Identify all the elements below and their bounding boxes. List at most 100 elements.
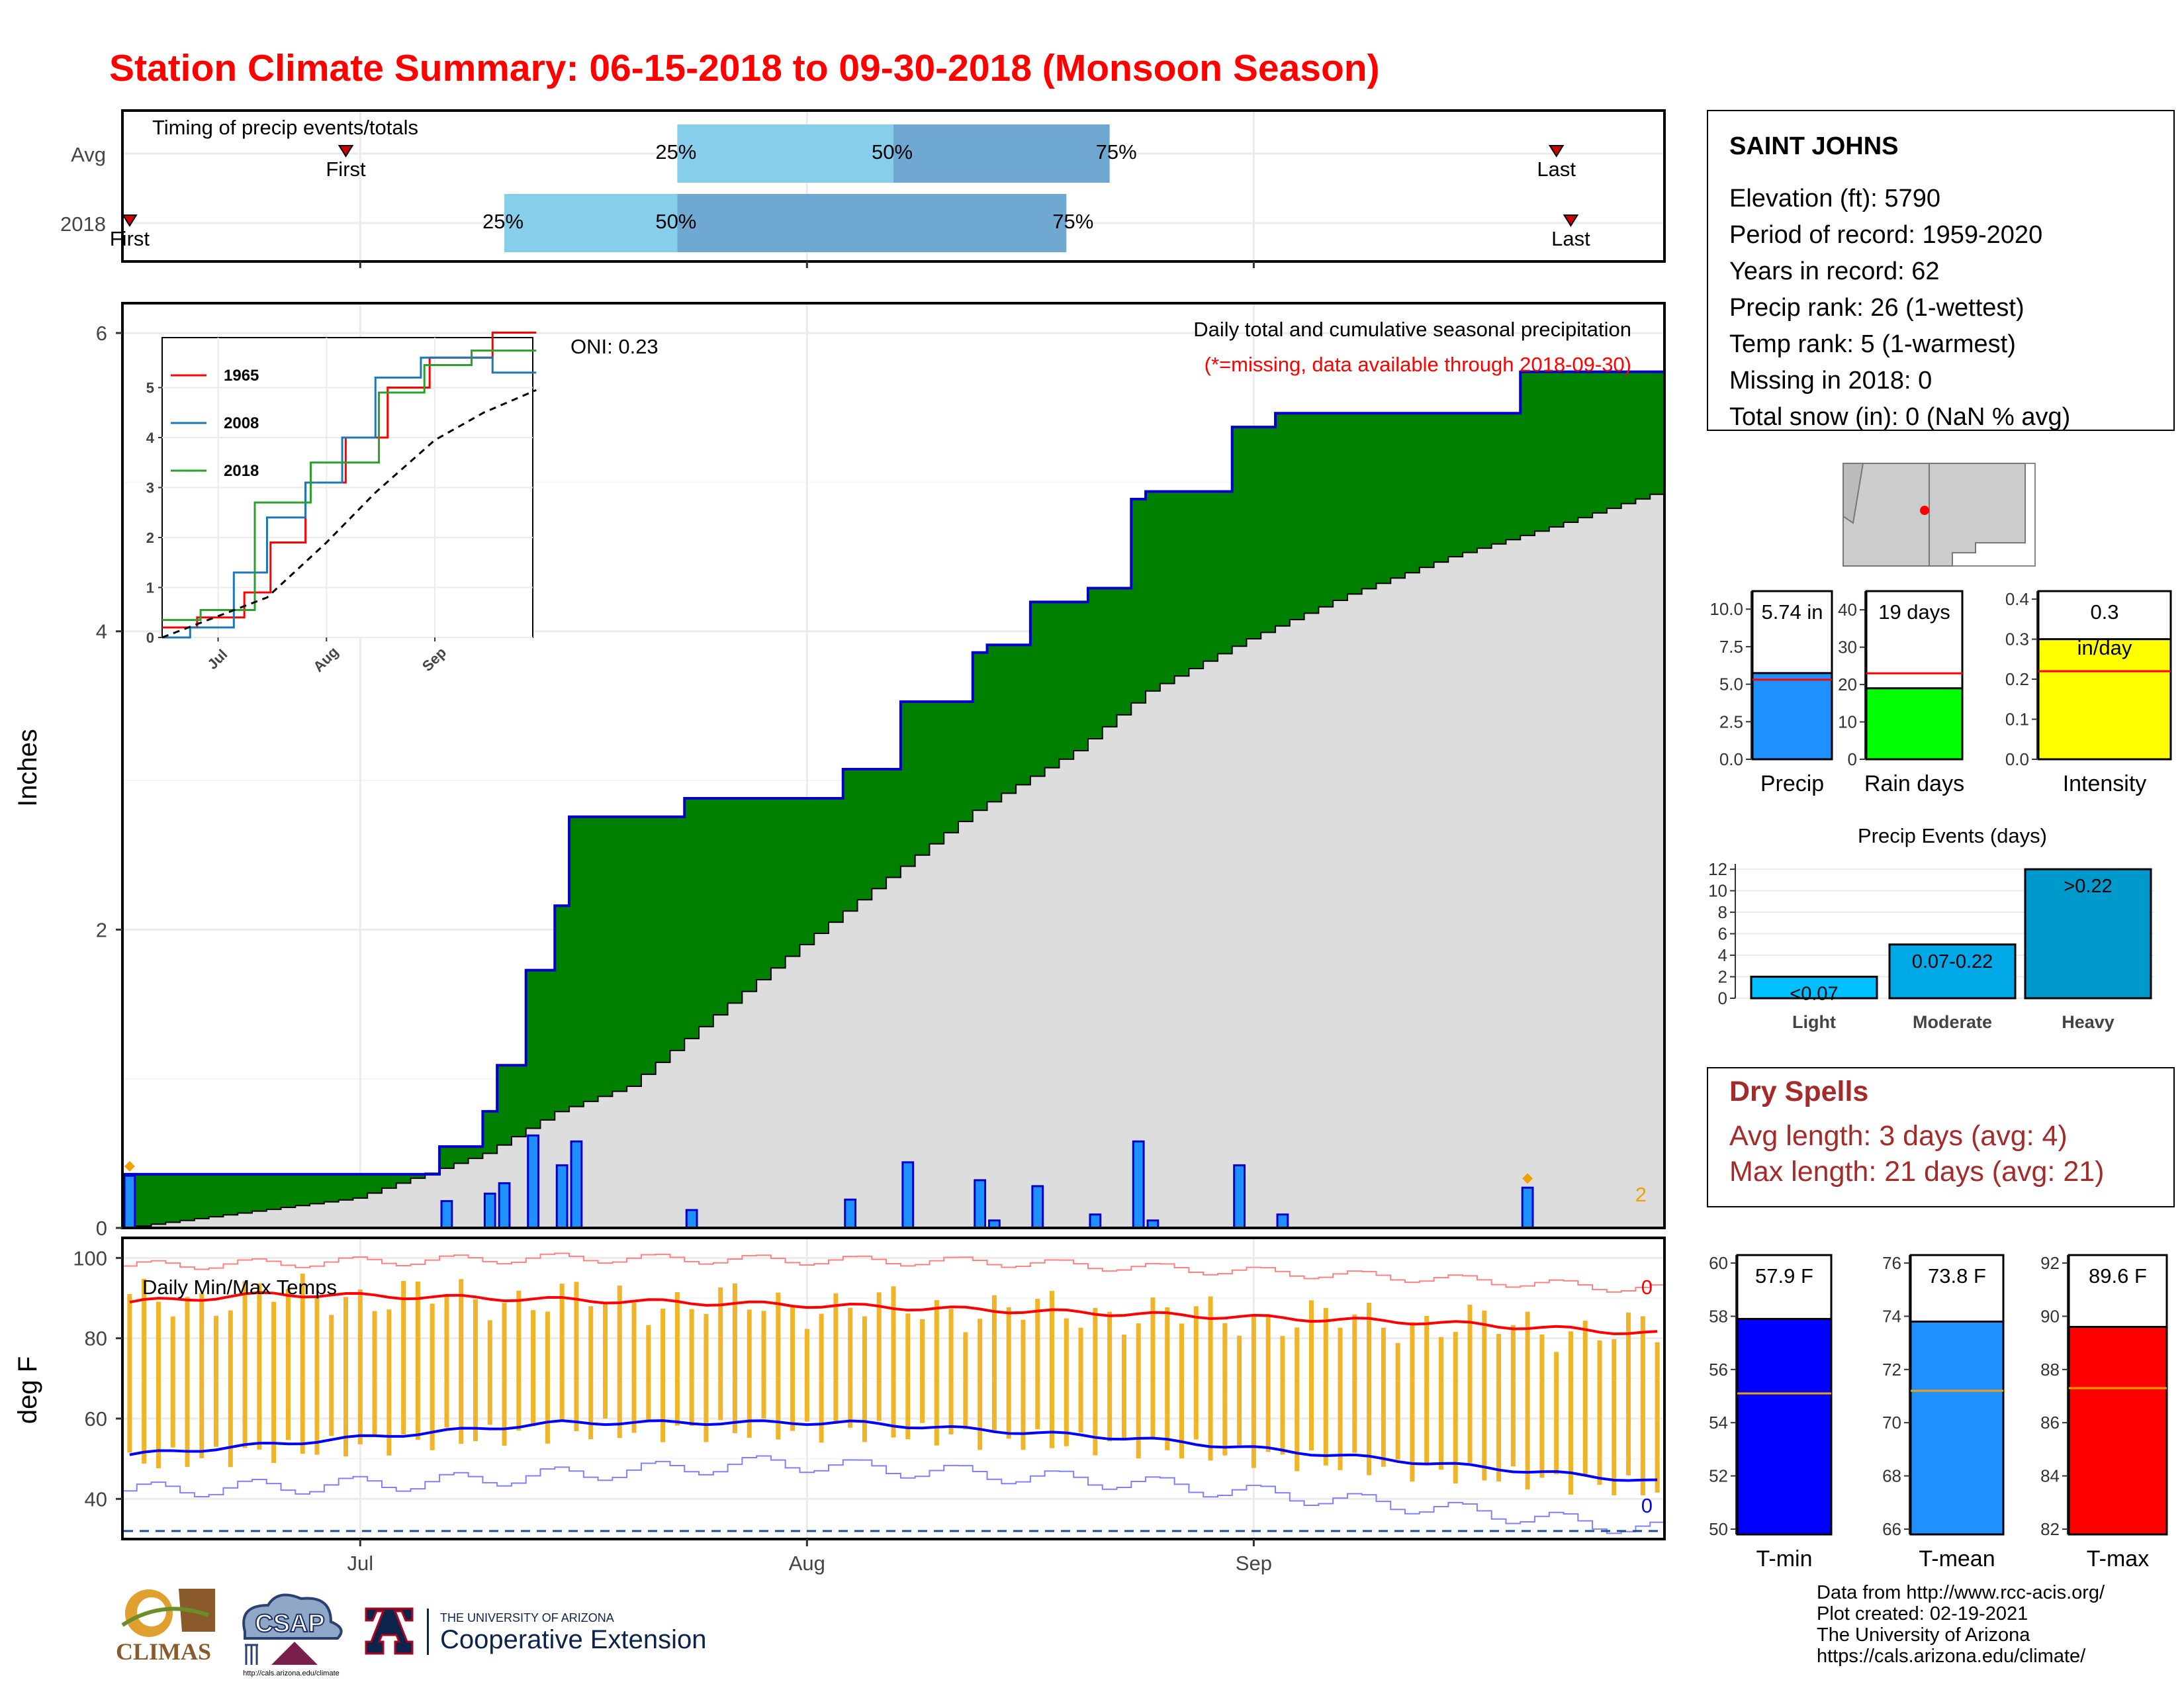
events-category-label: Light [1792, 1012, 1836, 1032]
temp-frame [121, 1237, 1666, 1540]
daily-temp-range-bar [1280, 1336, 1285, 1455]
summary-y-tick-label: 0.0 [1719, 749, 1743, 769]
daily-temp-range-bar [934, 1299, 939, 1446]
daily-temp-range-bar [617, 1286, 622, 1438]
daily-temp-range-bar [732, 1283, 737, 1434]
daily-temp-range-bar [415, 1281, 420, 1440]
inset-y-tick-label: 3 [146, 480, 154, 496]
oni-value: ONI: 0.23 [570, 335, 659, 358]
summary-value-label: 19 days [1878, 600, 1950, 624]
precip-header: Daily total and cumulative seasonal prec… [1193, 318, 1631, 341]
ua-name: THE UNIVERSITY OF ARIZONA [440, 1611, 614, 1624]
daily-precip-bar [555, 1164, 569, 1229]
daily-temp-range-bar [1381, 1327, 1386, 1467]
daily-temp-range-bar [127, 1293, 132, 1453]
summary-y-tick-label: 92 [2040, 1253, 2060, 1273]
timing-q25-label: 25% [482, 210, 523, 233]
daily-temp-range-bar [459, 1279, 464, 1444]
dry-spells-avg: Avg length: 3 days (avg: 4) [1729, 1120, 2068, 1152]
record-tmax-line [122, 1252, 1664, 1293]
temperature-summary-bars: 50 52 54 56 58 60 57.9 F T-min 66 68 70 72 74 76 73.8 … [1709, 1253, 2168, 1571]
daily-temp-range-bar [1367, 1303, 1372, 1476]
summary-y-tick-label: 10.0 [1709, 599, 1743, 619]
temp-x-tick-label: Jul [347, 1552, 373, 1575]
daily-precip-bar [974, 1179, 987, 1229]
timing-last-marker [1563, 214, 1579, 227]
events-bar-moderate [1888, 943, 2017, 1000]
timing-first-label: First [326, 158, 366, 181]
daily-temp-range-bar [1539, 1334, 1545, 1478]
daily-precip-bar [1089, 1213, 1102, 1229]
daily-temp-range-bar [1395, 1342, 1400, 1460]
precip-y-tick-label: 0 [96, 1217, 107, 1240]
daily-temp-range-bar [674, 1291, 680, 1426]
events-y-tick-label: 4 [1718, 945, 1727, 965]
daily-temp-range-bar [372, 1311, 377, 1436]
events-bar-light [1750, 976, 1878, 1000]
daily-temp-range-bar [1582, 1321, 1588, 1476]
footer-line-data-source: Data from http://www.rcc-acis.org/ [1817, 1582, 2105, 1603]
inset-legend-label: 1965 [224, 367, 259, 385]
summary-category-label: T-mean [1919, 1546, 1995, 1571]
daily-temp-range-bar [1482, 1310, 1487, 1481]
daily-temp-range-bar [228, 1310, 233, 1468]
daily-temp-range-bar [574, 1282, 579, 1431]
daily-precip-bar [570, 1140, 583, 1229]
summary-bar-t-max [2068, 1326, 2168, 1536]
dry-spells-max: Max length: 21 days (avg: 21) [1729, 1156, 2104, 1188]
daily-temp-range-bar [444, 1295, 449, 1428]
summary-category-label: T-min [1756, 1546, 1813, 1571]
temp-y-tick-label: 80 [85, 1327, 107, 1350]
csap-logo: CSAP http://cals.arizona.edu/climate [232, 1585, 351, 1681]
daily-temp-range-bar [833, 1293, 839, 1424]
summary-value-label: 5.74 in [1761, 600, 1823, 624]
summary-bar-intensity [2037, 638, 2172, 761]
dry-spells-frame [1707, 1067, 2175, 1207]
temperature-panel: Daily Min/Max Temps 0 0 deg F 406080100 … [13, 1237, 1666, 1575]
daily-temp-range-bar [1222, 1323, 1228, 1456]
summary-y-tick-label: 68 [1882, 1466, 1901, 1486]
daily-temp-range-bar [631, 1302, 637, 1433]
summary-value-label: 73.8 F [1928, 1264, 1986, 1288]
precip-missing-note: (*=missing, data available through 2018-… [1205, 353, 1631, 376]
daily-temp-range-bar [329, 1315, 334, 1436]
location-map [1843, 463, 2036, 567]
daily-temp-range-bar [1640, 1316, 1645, 1495]
daily-temp-range-bar [761, 1311, 766, 1419]
precip-panel: Inches 0 2 4 6 Daily total and cumulative s… [13, 302, 1666, 1240]
daily-temp-range-bar [1208, 1296, 1213, 1461]
daily-temp-range-bar [905, 1313, 911, 1440]
temp-y-tick-label: 60 [85, 1407, 107, 1430]
summary-bar-precip [1751, 672, 1833, 761]
events-bar-label: >0.22 [2064, 876, 2112, 897]
daily-temp-range-bar [271, 1301, 277, 1464]
daily-temp-range-bar [991, 1295, 997, 1430]
daily-temp-range-bar [343, 1297, 349, 1457]
station-period: Period of record: 1959-2020 [1729, 221, 2042, 249]
summary-value-unit: in/day [2077, 636, 2132, 659]
daily-temp-range-bar [1410, 1322, 1415, 1482]
daily-temp-range-bar [1165, 1307, 1170, 1450]
daily-temp-range-bar [1453, 1332, 1458, 1484]
inset-y-tick-label: 2 [146, 530, 154, 546]
summary-value-label: 57.9 F [1755, 1264, 1813, 1288]
daily-temp-range-bar [1438, 1336, 1443, 1470]
footer-line-plot-date: Plot created: 02-19-2021 [1817, 1603, 2028, 1624]
station-missing: Missing in 2018: 0 [1729, 367, 1932, 395]
ua-extension: Cooperative Extension [440, 1625, 706, 1654]
temp-title: Daily Min/Max Temps [142, 1276, 337, 1299]
daily-temp-range-bar [1237, 1335, 1242, 1446]
missing-data-marker [124, 1160, 135, 1172]
timing-bar-q50-q75 [893, 124, 1110, 183]
daily-temp-range-bar [1193, 1306, 1199, 1440]
daily-temp-range-bar [401, 1281, 406, 1435]
daily-temp-range-bar [1021, 1319, 1026, 1450]
summary-y-tick-label: 0.2 [2005, 669, 2029, 689]
timing-last-marker [1548, 145, 1565, 158]
tmin-missing-count: 0 [1641, 1494, 1653, 1517]
summary-value-label: 0.3 [2090, 600, 2118, 624]
footer-line-university: The University of Arizona [1817, 1624, 2030, 1646]
cumulative-2018-line [122, 370, 1664, 1176]
station-location-dot [1920, 506, 1929, 515]
